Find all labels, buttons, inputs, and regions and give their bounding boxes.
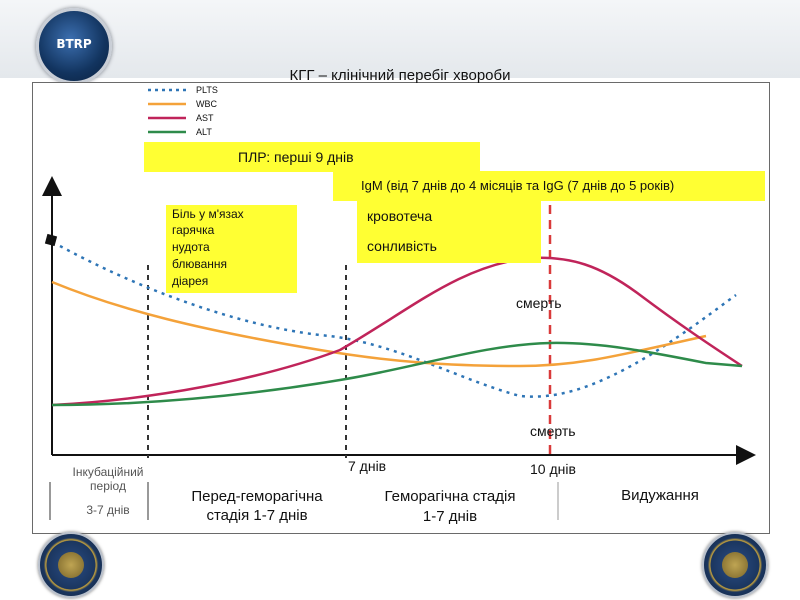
legend: PLTS WBC AST ALT	[148, 85, 218, 137]
y-axis-tick	[44, 233, 58, 247]
dod-seal-left	[38, 532, 104, 598]
symptoms-box: Біль у м'язах гарячка нудота блювання ді…	[166, 205, 297, 293]
legend-label-alt: ALT	[196, 127, 212, 137]
plr-text: ПЛР: перші 9 днів	[238, 149, 354, 165]
igm-box: IgM (від 7 днів до 4 місяців та IgG (7 д…	[333, 171, 765, 201]
btrp-logo: BTRP	[36, 8, 112, 84]
marker-label-7-days: 7 днів	[348, 458, 386, 474]
bleeding-text: кровотеча	[367, 208, 433, 224]
legend-label-ast: AST	[196, 113, 214, 123]
death-label-lower: смерть	[530, 423, 576, 439]
stage-recovery: Видужання	[621, 487, 699, 504]
chart-title: КГГ – клінічний перебіг хвороби	[289, 67, 511, 84]
stage-incubation-days: 3-7 днів	[86, 503, 130, 517]
legend-label-plts: PLTS	[196, 85, 218, 95]
stage-incubation: Інкубаційний період 3-7 днів	[68, 465, 148, 517]
symptom-item: блювання	[172, 257, 228, 271]
plr-box: ПЛР: перші 9 днів	[144, 142, 480, 172]
stage-hemorrhagic: Геморагічна стадія 1-7 днів	[360, 487, 540, 527]
stage-incubation-label: Інкубаційний період	[72, 465, 144, 493]
series-wbc	[51, 280, 707, 368]
stage-prehemorrhagic: Перед-геморагічна стадія 1-7 днів	[191, 488, 323, 524]
marker-label-10-days: 10 днів	[530, 461, 576, 477]
series-plts	[59, 244, 737, 398]
series-alt	[51, 341, 743, 407]
drowsiness-text: сонливість	[367, 238, 437, 254]
series-ast	[51, 256, 743, 407]
header-band	[0, 0, 800, 78]
symptom-item: Біль у м'язах	[172, 207, 244, 221]
symptom-item: гарячка	[172, 223, 215, 237]
bleeding-box: кровотеча сонливість	[357, 201, 541, 263]
symptom-item: нудота	[172, 240, 210, 254]
dod-seal-right	[702, 532, 768, 598]
legend-label-wbc: WBC	[196, 99, 217, 109]
logo-text: BTRP	[56, 37, 92, 51]
death-label-upper: смерть	[516, 295, 562, 311]
stage-hemorrhagic-days: 1-7 днів	[422, 508, 478, 525]
stage-hemorrhagic-label: Геморагічна стадія	[384, 488, 516, 505]
igm-text: IgM (від 7 днів до 4 місяців та IgG (7 д…	[361, 178, 675, 193]
symptom-item: діарея	[172, 274, 209, 288]
